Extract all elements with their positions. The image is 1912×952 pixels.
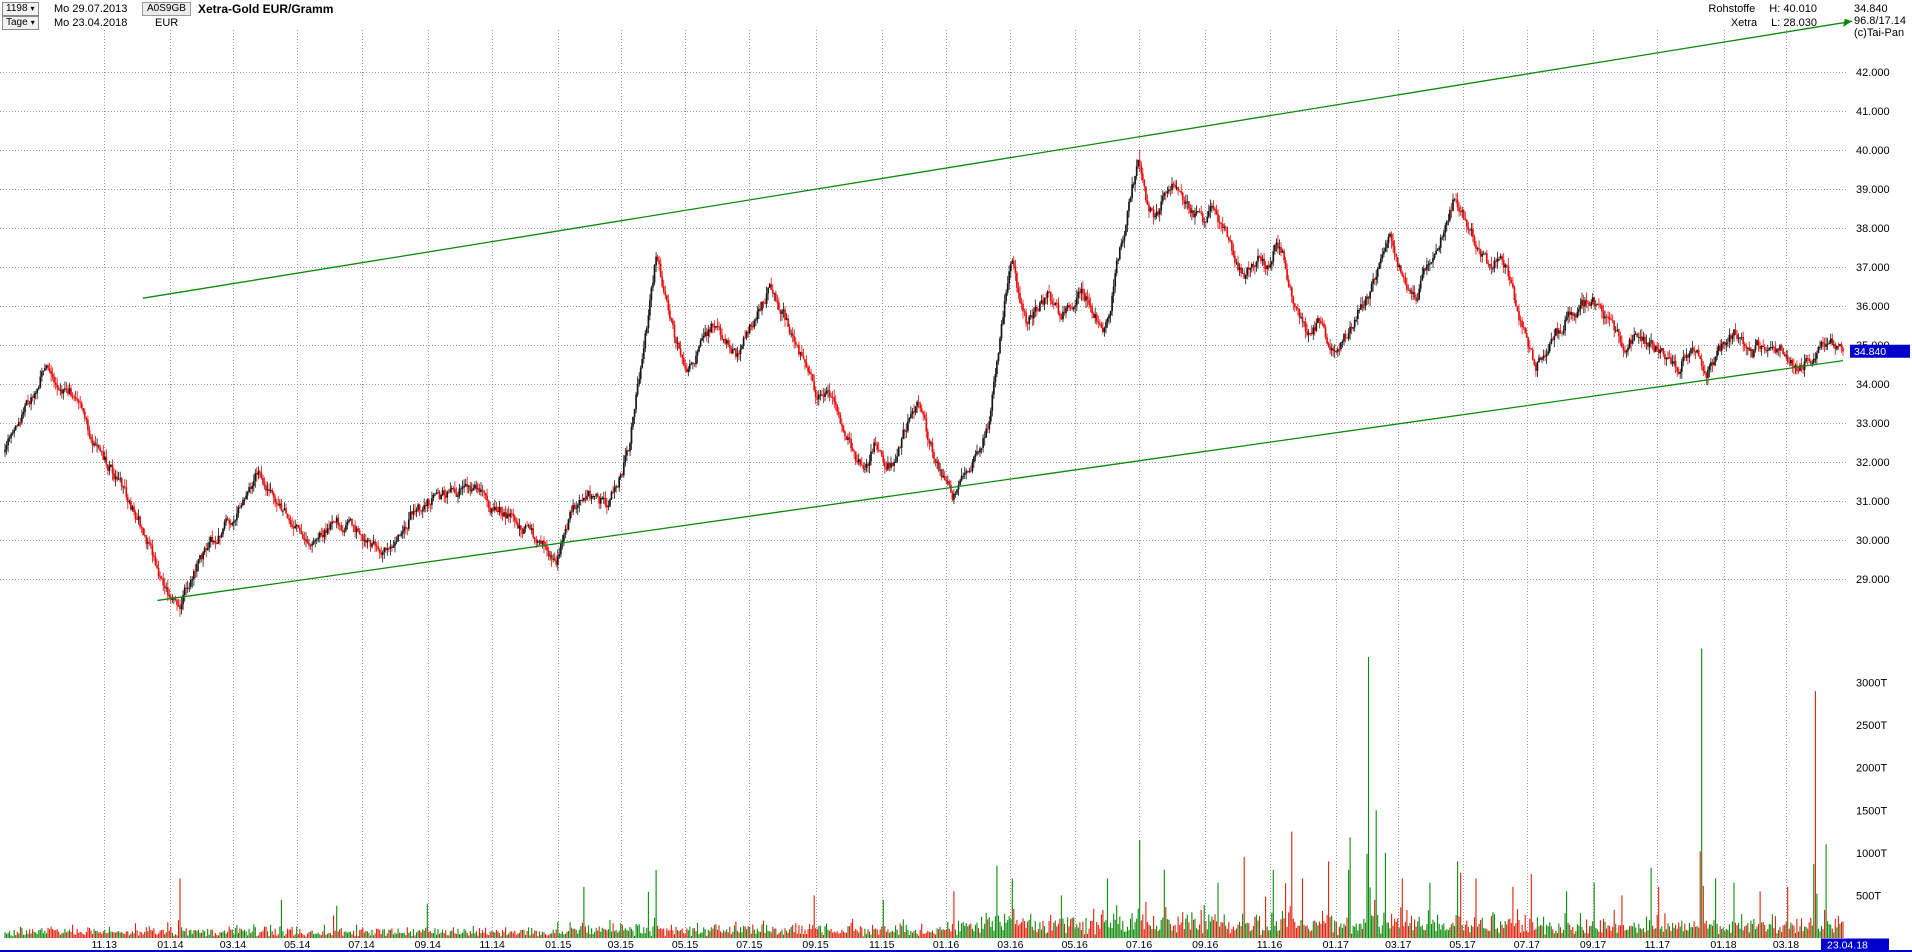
last-price-tag-text: 34.840 [1854, 346, 1886, 358]
price-axis-label: 29.000 [1856, 574, 1890, 586]
date-axis-label: 03.18 [1773, 939, 1799, 951]
price-axis-label: 33.000 [1856, 418, 1890, 430]
date-axis-label: 11.16 [1257, 939, 1283, 951]
date-gridlines [104, 30, 1787, 938]
date-axis-label: 01.15 [545, 939, 571, 951]
price-axis-label: 39.000 [1856, 184, 1890, 196]
exchange-row: Xetra L: 28.030 [1731, 17, 1817, 29]
date-axis-label: 09.17 [1580, 939, 1606, 951]
horizontal-scrollbar[interactable] [0, 950, 1912, 952]
date-axis-label: 01.16 [933, 939, 959, 951]
date-axis-label: 09.14 [415, 939, 441, 951]
trendline-upper[interactable] [142, 20, 1853, 299]
date-axis-label: 11.13 [92, 939, 118, 951]
price-axis-label: 42.000 [1856, 67, 1890, 79]
date-axis-label: 11.14 [479, 939, 505, 951]
date-axis-label: 11.15 [869, 939, 895, 951]
end-date-tag [1821, 938, 1889, 952]
period-high-label: H: 40.010 [1769, 3, 1817, 15]
copyright-label: (c)Tai-Pan [1854, 27, 1905, 39]
instrument-group-row: Rohstoffe H: 40.010 [1708, 3, 1817, 15]
end-date-tag-text: 23.04.18 [1827, 940, 1868, 952]
price-axis-label: 37.000 [1856, 262, 1890, 274]
start-date-field[interactable]: Mo 29.07.2013 [54, 3, 128, 15]
date-axis-label: 05.14 [284, 939, 310, 951]
bars-count-value: 1198 [6, 3, 28, 14]
date-axis-label: 07.15 [736, 939, 762, 951]
bars-count-dropdown[interactable]: 1198 ▾ [2, 2, 39, 16]
trendline-lower[interactable] [157, 359, 1844, 602]
date-axis-label: 07.17 [1514, 939, 1540, 951]
period-value: Tage [6, 17, 28, 28]
date-axis-label: 05.16 [1062, 939, 1088, 951]
date-axis-label: 05.17 [1449, 939, 1475, 951]
price-gridlines [0, 72, 1848, 580]
volume-axis-label: 3000T [1856, 678, 1887, 690]
price-axis-label: 38.000 [1856, 223, 1890, 235]
date-axis-label: 09.15 [802, 939, 828, 951]
volume-axis-label: 1000T [1856, 848, 1887, 860]
date-axis-label: 01.14 [157, 939, 183, 951]
dropdown-arrow-icon: ▾ [30, 4, 35, 13]
exchange-group-label: Rohstoffe [1708, 3, 1756, 15]
date-axis-label: 03.17 [1385, 939, 1411, 951]
date-axis-label: 03.16 [997, 939, 1023, 951]
last-price-tag [1850, 344, 1910, 358]
dropdown-arrow-icon: ▾ [30, 18, 35, 27]
end-date-field[interactable]: Mo 23.04.2018 [54, 17, 128, 29]
date-axis-label: 11.17 [1645, 939, 1671, 951]
date-axis-label: 03.14 [220, 939, 246, 951]
date-axis-label: 03.15 [608, 939, 634, 951]
date-axis-label: 07.16 [1126, 939, 1152, 951]
volume-axis-label: 2000T [1856, 763, 1887, 775]
price-axis-label: 40.000 [1856, 145, 1890, 157]
volume-axis-label: 500T [1856, 890, 1881, 902]
chart-title: Xetra-Gold EUR/Gramm [198, 2, 334, 16]
period-low-label: L: 28.030 [1771, 17, 1817, 29]
date-axis-label: 07.14 [348, 939, 374, 951]
date-axis-label: 09.16 [1192, 939, 1218, 951]
price-axis-label: 31.000 [1856, 496, 1890, 508]
volume-bars-down [16, 691, 1844, 938]
volume-axis-label: 1500T [1856, 805, 1887, 817]
symbol-field[interactable]: A0S9GB [142, 2, 191, 16]
last-price-label: 34.840 [1854, 3, 1888, 15]
trendline-arrow-icon [1843, 18, 1853, 27]
price-axis-label: 32.000 [1856, 457, 1890, 469]
price-axis-label: 36.000 [1856, 301, 1890, 313]
volume-bars-up [4, 648, 1841, 938]
volume-axis-label: 2500T [1856, 720, 1887, 732]
date-axis-label: 01.17 [1323, 939, 1349, 951]
date-axis-label: 05.15 [672, 939, 698, 951]
exchange-label: Xetra [1730, 17, 1758, 29]
price-axis-label: 34.000 [1856, 379, 1890, 391]
price-axis-label: 30.000 [1856, 535, 1890, 547]
candle-wicks-down [16, 149, 1844, 617]
date-axis-label: 01.18 [1710, 939, 1736, 951]
currency-label: EUR [155, 17, 179, 29]
price-axis-label: 41.000 [1856, 106, 1890, 118]
range-info-label: 96.8/17.14 [1854, 15, 1906, 27]
candle-wicks-up [4, 159, 1841, 615]
candle-bodies-up [4, 159, 1841, 610]
period-dropdown[interactable]: Tage ▾ [2, 16, 39, 30]
